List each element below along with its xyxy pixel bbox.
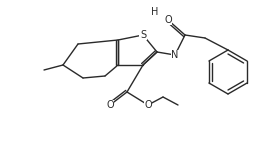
- Text: H: H: [151, 7, 159, 17]
- Text: O: O: [106, 100, 114, 110]
- Text: O: O: [144, 100, 152, 110]
- Text: O: O: [164, 15, 172, 25]
- Text: S: S: [140, 30, 146, 40]
- Text: N: N: [171, 50, 179, 60]
